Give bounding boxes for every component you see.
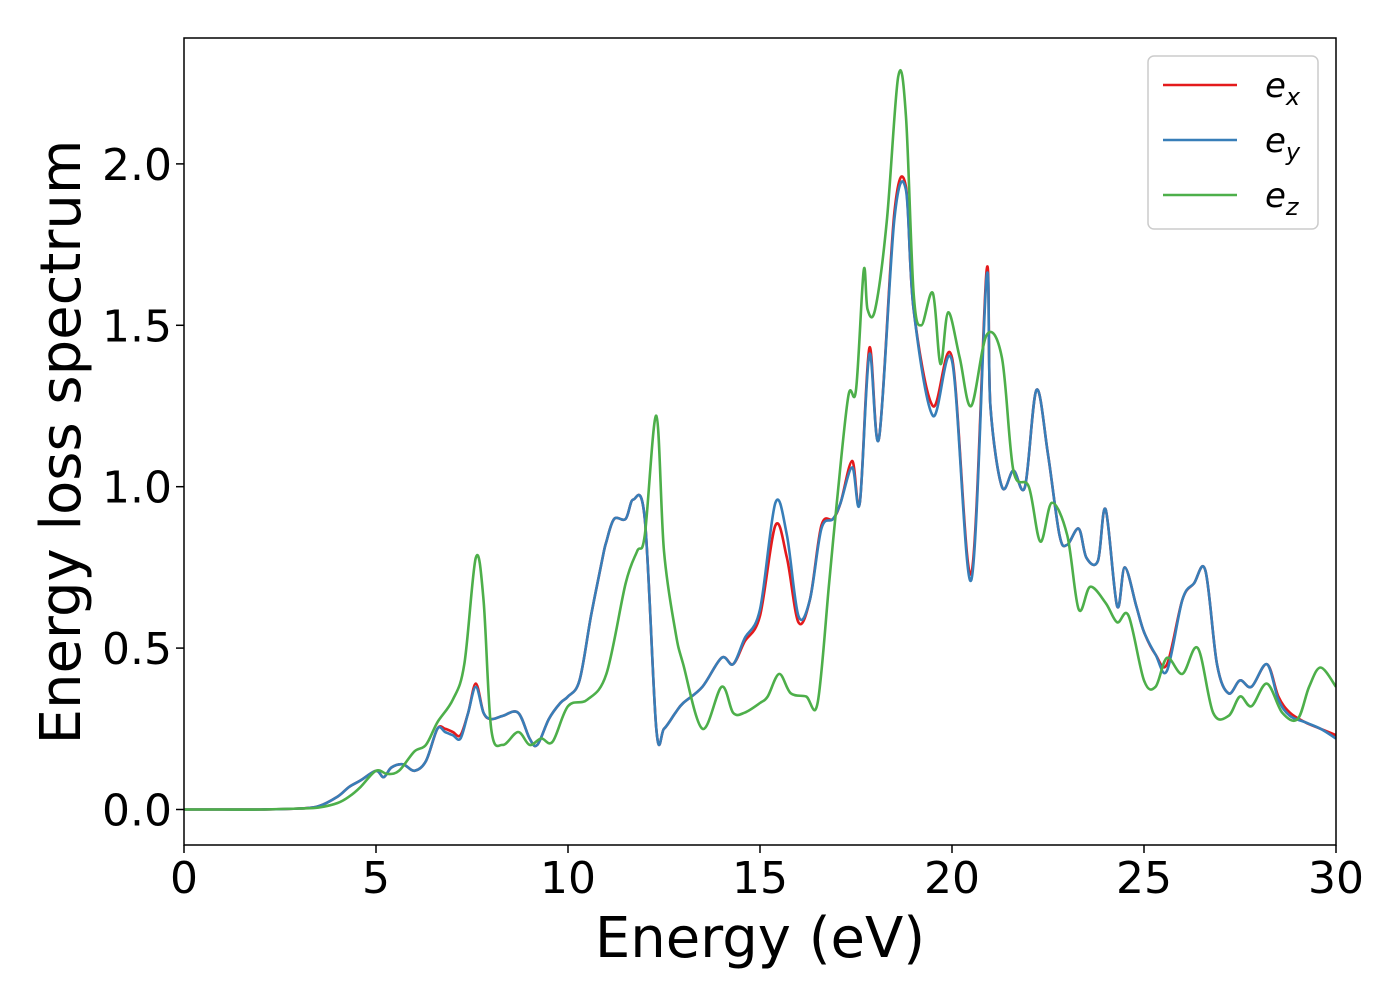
x-tick-label: 25 [1116, 853, 1172, 904]
x-tick-label: 0 [170, 853, 198, 904]
x-axis: 0 5 10 15 20 25 30 [170, 845, 1364, 904]
x-tick-label: 20 [924, 853, 980, 904]
y-tick-label: 1.0 [102, 463, 172, 514]
legend-label-base: e [1265, 121, 1286, 161]
series-layer [184, 68, 1336, 811]
legend-label-subscript: y [1285, 138, 1301, 166]
y-tick-label: 0.0 [102, 785, 172, 836]
legend-label-subscript: x [1285, 83, 1301, 111]
legend-label-base: e [1265, 66, 1286, 106]
y-tick-label: 2.0 [102, 140, 172, 191]
legend-box [1147, 55, 1319, 230]
legend-label-y: ey [1265, 121, 1301, 166]
x-tick-label: 10 [540, 853, 596, 904]
series-line-y [184, 180, 1336, 811]
legend-label-z: ez [1265, 176, 1300, 221]
y-axis: 0.0 0.5 1.0 1.5 2.0 [102, 140, 184, 836]
x-tick-label: 5 [362, 853, 390, 904]
y-tick-label: 1.5 [102, 301, 172, 352]
legend-label-subscript: z [1285, 193, 1300, 221]
series-line-z [184, 68, 1336, 811]
x-tick-label: 30 [1308, 853, 1364, 904]
x-tick-label: 15 [732, 853, 788, 904]
legend-label-base: e [1265, 176, 1286, 216]
y-tick-label: 0.5 [102, 624, 172, 675]
plot-area [184, 38, 1336, 845]
legend-label-x: ex [1265, 66, 1301, 111]
x-axis-title: Energy (eV) [595, 906, 925, 971]
y-axis-title: Energy loss spectrum [29, 140, 94, 745]
